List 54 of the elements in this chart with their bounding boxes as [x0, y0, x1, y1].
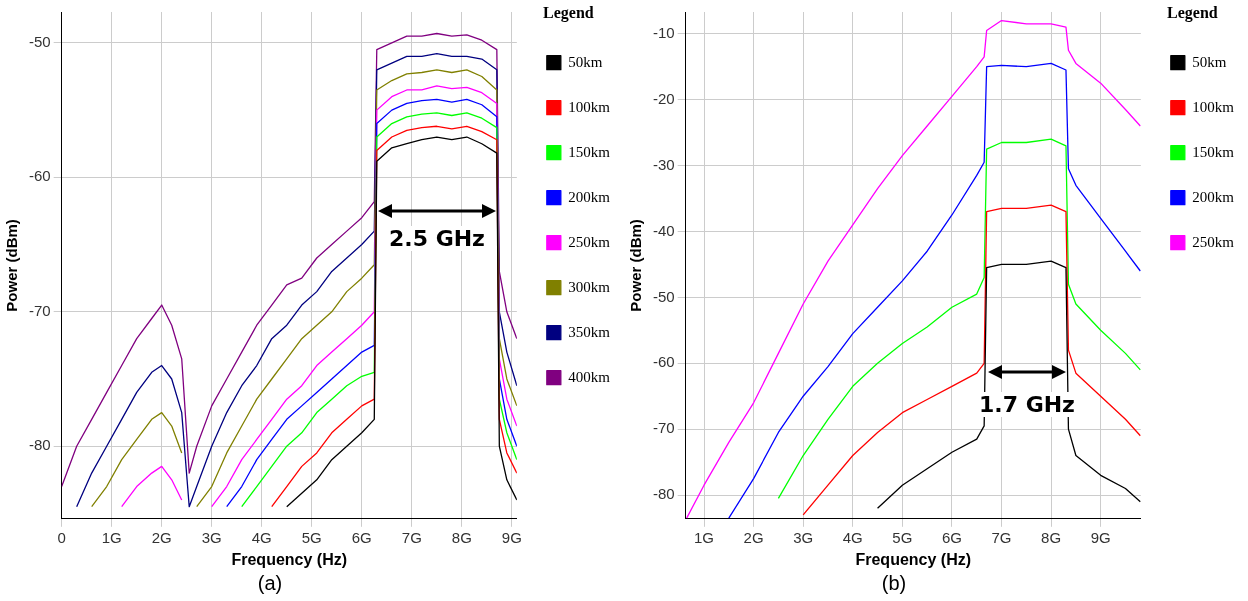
legend-label: 50km — [568, 53, 603, 70]
legend-label: 200km — [1192, 188, 1235, 205]
text: (b) — [880, 572, 908, 595]
x-tick-label: 8G — [451, 528, 472, 546]
x-tick-label: 3G — [793, 528, 814, 546]
x-tick-label: 2G — [743, 528, 764, 546]
legend-label: 250km — [1192, 233, 1235, 250]
x-tick-label: 4G — [251, 528, 272, 546]
y-tick-label: -50 — [652, 287, 675, 305]
y-tick-label: -60 — [652, 353, 675, 371]
legend-label: 50km — [1192, 53, 1227, 70]
x-tick-label: 9G — [501, 528, 522, 546]
x-tick-label: 6G — [941, 528, 962, 546]
legend-label: 150km — [1192, 143, 1235, 160]
text: (a) — [256, 572, 284, 595]
x-tick-label: 5G — [301, 528, 322, 546]
y-tick-label: -20 — [652, 89, 675, 107]
legend-label: 100km — [568, 98, 611, 115]
legend-label: 250km — [568, 233, 611, 250]
y-axis-title: Power (dBm) — [3, 219, 21, 312]
y-tick-label: -80 — [28, 436, 51, 454]
x-tick-label: 9G — [1090, 528, 1111, 546]
x-tick-label: 4G — [842, 528, 863, 546]
legend-title: Legend — [543, 4, 594, 23]
y-tick-label: -70 — [652, 419, 675, 437]
x-axis-title: Frequency (Hz) — [855, 550, 972, 568]
x-tick-label: 1G — [694, 528, 715, 546]
legend-label: 150km — [568, 143, 611, 160]
legend-label: 200km — [568, 188, 611, 205]
y-tick-label: -70 — [28, 301, 51, 319]
x-tick-label: 7G — [991, 528, 1012, 546]
y-tick-label: -60 — [28, 167, 51, 185]
y-tick-label: -30 — [652, 155, 675, 173]
legend-label: 100km — [1192, 98, 1235, 115]
x-tick-label: 5G — [892, 528, 913, 546]
legend-title: Legend — [1167, 4, 1218, 23]
x-tick-label: 1G — [101, 528, 122, 546]
y-tick-label: -40 — [652, 221, 675, 239]
legend-label: 300km — [568, 278, 611, 295]
x-tick-label: 8G — [1041, 528, 1062, 546]
x-tick-label: 7G — [401, 528, 422, 546]
legend-label: 400km — [568, 368, 611, 385]
x-tick-label: 0 — [57, 528, 66, 546]
annotation: 1.7 GHz — [976, 392, 1078, 417]
y-axis-title: Power (dBm) — [627, 219, 645, 312]
x-tick-label: 6G — [351, 528, 372, 546]
x-tick-label: 3G — [201, 528, 222, 546]
annotation: 2.5 GHz — [386, 226, 488, 251]
y-tick-label: -80 — [652, 485, 675, 503]
x-tick-label: 2G — [151, 528, 172, 546]
legend-label: 350km — [568, 323, 611, 340]
y-tick-label: -50 — [28, 33, 51, 51]
x-axis-title: Frequency (Hz) — [231, 550, 348, 568]
y-tick-label: -10 — [652, 23, 675, 41]
